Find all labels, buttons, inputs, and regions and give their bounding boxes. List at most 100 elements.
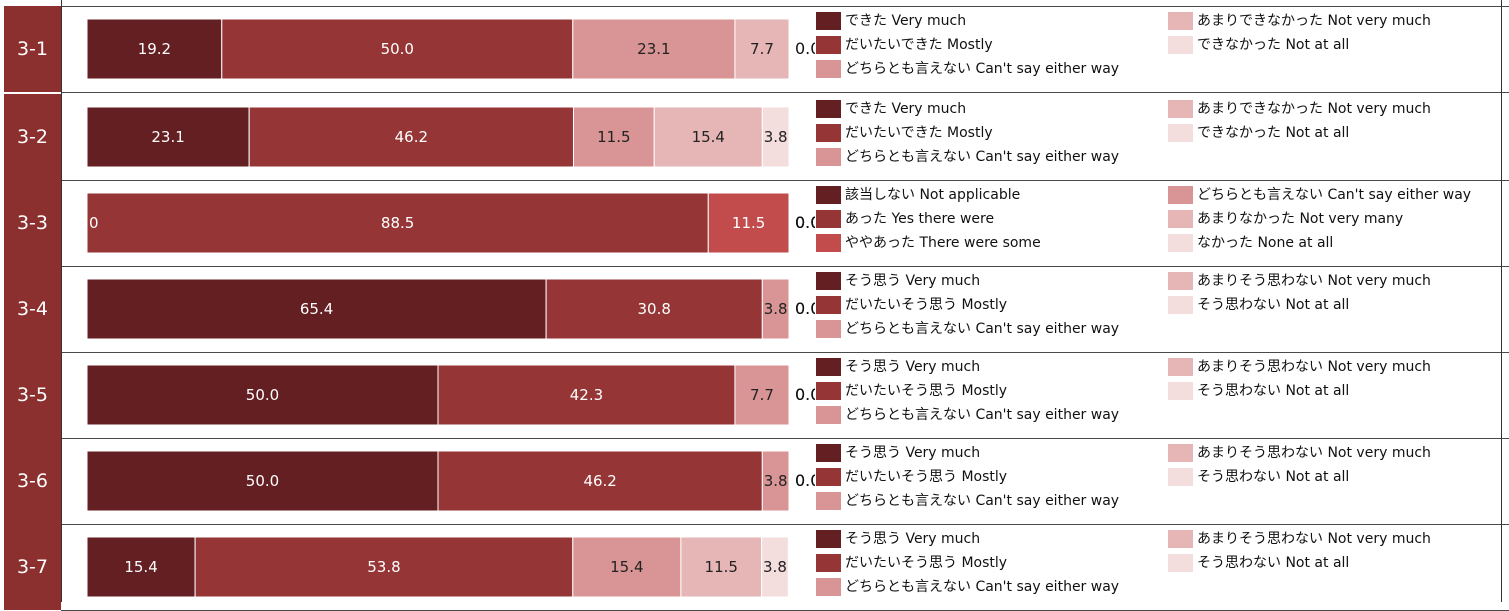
question-row: 3-2 23.1 46.2 11.5 15.4 3.8 できた Very much だいたいで…: [0, 94, 1509, 181]
bar-segment: [572, 106, 655, 168]
data-label: 0.0: [795, 471, 820, 490]
data-label: 11.5: [732, 214, 765, 232]
bar-segment: [734, 18, 790, 80]
bar-segment: [545, 278, 763, 340]
question-label: 3-7: [4, 524, 61, 610]
legend-swatch: [815, 271, 842, 291]
bar-segment: [437, 364, 736, 426]
question-label: 3-2: [4, 94, 61, 180]
legend-swatch: [1167, 553, 1194, 573]
row-separator: [61, 524, 1509, 525]
data-label: 0.0: [795, 385, 820, 404]
data-label: 50.0: [246, 386, 279, 404]
question-label: 3-5: [4, 352, 61, 438]
legend-label: だいたいそう思う Mostly: [845, 297, 1008, 313]
bar-segment: [437, 450, 763, 512]
question-label: 3-6: [4, 438, 61, 524]
legend-label: どちらとも言えない Can't say either way: [845, 149, 1120, 165]
legend-swatch: [1167, 11, 1194, 31]
legend-label: できた Very much: [845, 101, 967, 117]
legend-label: できた Very much: [845, 13, 967, 29]
data-label: 3.8: [764, 300, 788, 318]
data-label: 11.5: [597, 128, 630, 146]
bar-segment: [86, 106, 250, 168]
legend-label: そう思わない Not at all: [1197, 383, 1350, 399]
legend-swatch: [815, 11, 842, 31]
data-label: 50.0: [381, 40, 414, 58]
question-label: 3-1: [4, 6, 61, 92]
stacked-bar-chart: 23.1 46.2 11.5 15.4 3.8: [86, 106, 790, 168]
legend-swatch: [815, 295, 842, 315]
legend-label: どちらとも言えない Can't say either way: [845, 321, 1120, 337]
legend-swatch: [1167, 271, 1194, 291]
stacked-bar-chart: 50.0 46.2 3.8 0.00.0: [86, 450, 820, 512]
legend-label: あった Yes there were: [845, 211, 995, 227]
data-label: 0.0: [795, 385, 820, 404]
data-label: 30.8: [638, 300, 671, 318]
bar-segment: [761, 536, 789, 598]
bar-segment: [86, 364, 439, 426]
legend-label: そう思わない Not at all: [1197, 555, 1350, 571]
legend-swatch: [815, 405, 842, 425]
legend-swatch: [815, 35, 842, 55]
bar-segment: [761, 278, 790, 340]
data-label: 42.3: [570, 386, 603, 404]
legend-label: あまりそう思わない Not very much: [1197, 445, 1431, 461]
legend-label: できなかった Not at all: [1197, 37, 1350, 53]
data-label: 0.0: [795, 39, 820, 58]
legend-swatch: [1167, 35, 1194, 55]
legend-label: あまりできなかった Not very much: [1197, 101, 1431, 117]
legend-swatch: [1167, 185, 1194, 205]
legend-label: そう思う Very much: [845, 531, 981, 547]
legend-label: そう思う Very much: [845, 359, 981, 375]
legend-label: だいたいそう思う Mostly: [845, 383, 1008, 399]
legend-swatch: [815, 319, 842, 339]
legend-label: あまりそう思わない Not very much: [1197, 273, 1431, 289]
legend-swatch: [1167, 295, 1194, 315]
legend-swatch: [815, 233, 842, 253]
legend-swatch: [1167, 381, 1194, 401]
data-label: 23.1: [151, 128, 184, 146]
row-separator: [61, 6, 1509, 7]
question-row: 3-7 15.4 53.8 15.4 11.5 3.8 そう思う Very much だいたい…: [0, 524, 1509, 611]
stacked-bar-chart: 50.0 42.3 7.7 0.00.0: [86, 364, 820, 426]
question-label: 3-4: [4, 266, 61, 352]
legend-swatch: [815, 443, 842, 463]
stacked-bar-chart: 0 88.5 11.5 0.00.00.0: [86, 192, 820, 254]
legend-swatch: [815, 381, 842, 401]
legend-label: あまりそう思わない Not very much: [1197, 531, 1431, 547]
legend-swatch: [1167, 233, 1194, 253]
legend-label: なかった None at all: [1197, 235, 1334, 251]
legend-swatch: [1167, 467, 1194, 487]
legend-label: そう思わない Not at all: [1197, 297, 1350, 313]
stacked-bar-chart: 19.2 50.0 23.1 7.7 0.0: [86, 18, 820, 80]
legend-swatch: [1167, 123, 1194, 143]
question-row: 3-4 65.4 30.8 3.8 0.0 0.0 そう思う Very much だいたいそう…: [0, 266, 1509, 353]
legend-swatch: [815, 147, 842, 167]
data-label: 0.0: [795, 213, 820, 232]
legend-label: そう思わない Not at all: [1197, 469, 1350, 485]
data-label: 15.4: [610, 558, 643, 576]
bar-segment: [194, 536, 574, 598]
data-label: 19.2: [138, 40, 171, 58]
legend-swatch: [815, 577, 842, 597]
legend-swatch: [815, 553, 842, 573]
stacked-bar-chart: 65.4 30.8 3.8 0.00.0: [86, 278, 820, 340]
question-row: 3-5 50.0 42.3 7.7 0.0 0.0 そう思う Very much だいたいそう…: [0, 352, 1509, 439]
legend-label: だいたいそう思う Mostly: [845, 555, 1008, 571]
legend-label: だいたいそう思う Mostly: [845, 469, 1008, 485]
question-row: 3-1 19.2 50.0 23.1 7.7 0.0 できた Very much だいたいでき…: [0, 6, 1509, 93]
data-label: 0.0: [795, 213, 820, 232]
data-label: 50.0: [246, 472, 279, 490]
legend-label: だいたいできた Mostly: [845, 37, 993, 53]
bar-segment: [707, 192, 790, 254]
row-separator: [61, 352, 1509, 353]
legend-label: ややあった There were some: [845, 235, 1041, 251]
data-label: 11.5: [705, 558, 738, 576]
data-label: 7.7: [750, 40, 774, 58]
legend-label: 該当しない Not applicable: [845, 187, 1021, 203]
data-label: 0.0: [795, 471, 820, 490]
data-label: 46.2: [395, 128, 428, 146]
bar-segment: [86, 192, 709, 254]
row-separator: [61, 266, 1509, 267]
